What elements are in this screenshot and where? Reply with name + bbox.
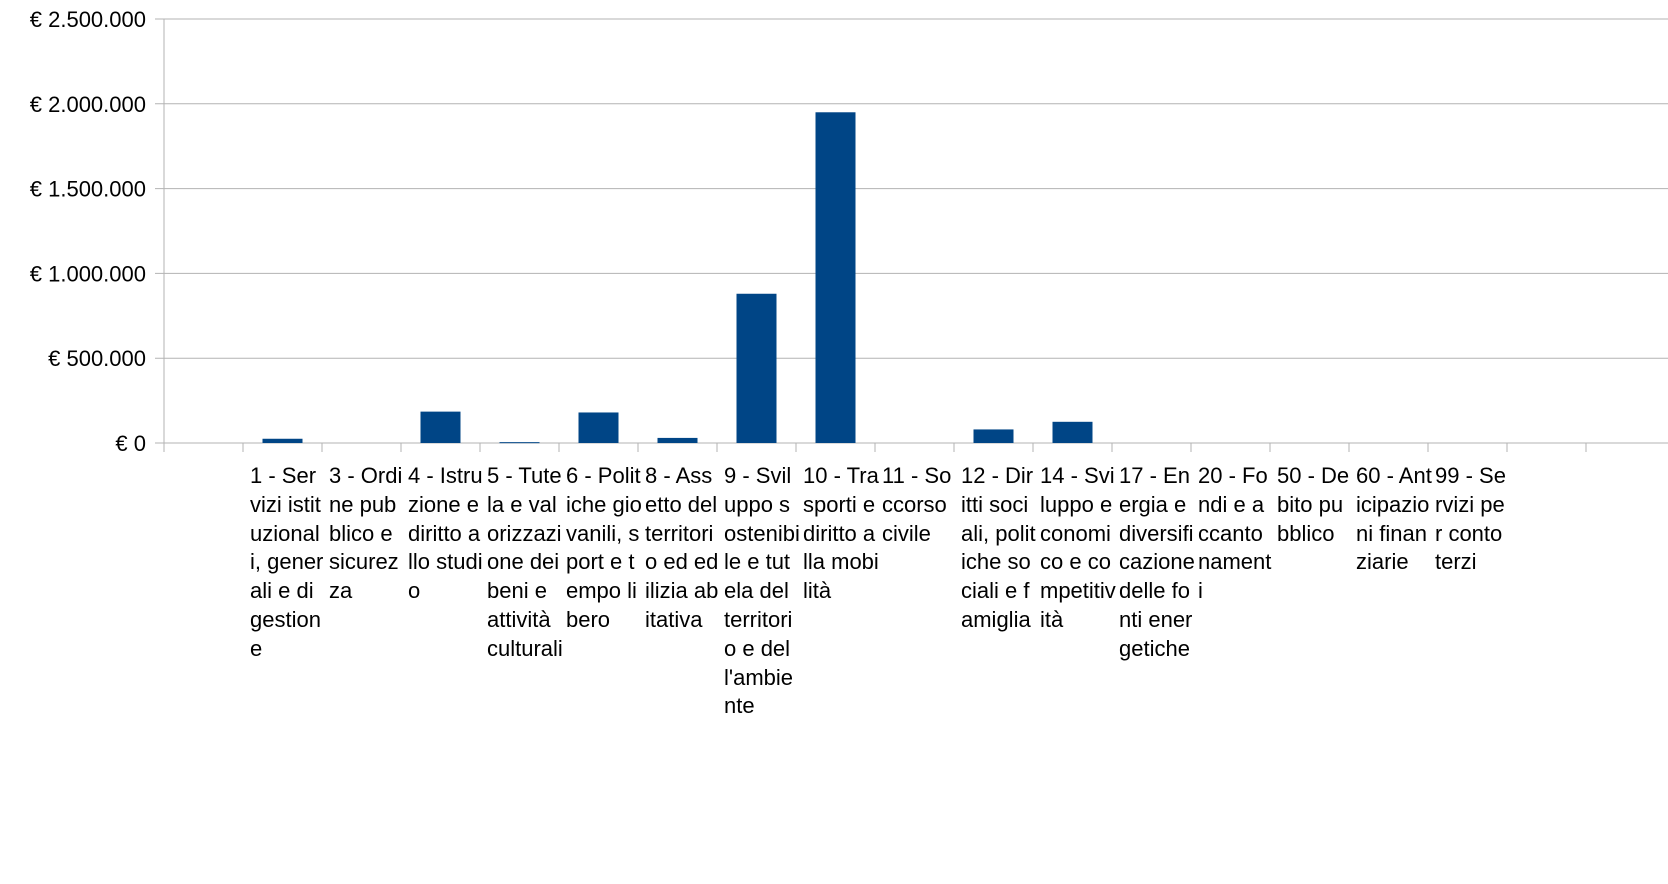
x-tick-label: 1 - Servizi istituzionali, generali e di… — [250, 463, 324, 661]
bar — [420, 411, 461, 443]
axes — [163, 19, 1587, 452]
y-axis-ticks: € 0 € 500.000 € 1.000.000 € 1.500.000 € 2.00… — [30, 7, 146, 456]
x-tick-label: 99 - Servizi per conto terzi — [1435, 463, 1506, 575]
x-tick-label: 12 - Diritti sociali, politiche sociali … — [961, 463, 1036, 632]
y-tick-label: € 1.000.000 — [30, 261, 146, 286]
bar — [736, 293, 777, 443]
y-tick-label: € 2.000.000 — [30, 92, 146, 117]
bar — [1052, 421, 1093, 443]
x-tick-label: 20 - Fondi e accantonamenti — [1198, 463, 1272, 604]
x-tick-label: 14 - Sviluppo economico e competitività — [1040, 463, 1116, 632]
bar — [815, 112, 856, 443]
x-tick-label: 17 - Energia e diversificazione delle fo… — [1119, 463, 1195, 661]
x-tick-label: 5 - Tutela e valorizzazione dei beni e a… — [487, 463, 563, 661]
x-tick-label: 8 - Assetto del territorio ed edilizia a… — [645, 463, 719, 632]
bars — [262, 112, 1093, 444]
x-tick-label: 10 - Trasporti e diritto alla mobilità — [803, 463, 879, 604]
bar — [578, 412, 619, 443]
x-tick-label: 6 - Politiche giovanili, sport e tempo l… — [566, 463, 642, 632]
x-tick-label: 60 - Anticipazioni finanziarie — [1356, 463, 1432, 575]
x-tick-label: 3 - Ordine pubblico e sicurezza — [329, 463, 403, 604]
bar — [262, 438, 303, 443]
x-tick-label: 4 - Istruzione e diritto allo studio — [408, 463, 483, 604]
y-tick-label: € 1.500.000 — [30, 177, 146, 202]
x-tick-label: 50 - Debito pubblico — [1277, 463, 1350, 546]
x-tick-label: 9 - Sviluppo sostenibile e tutela del te… — [724, 463, 800, 719]
y-tick-label: € 2.500.000 — [30, 7, 146, 32]
bar — [657, 437, 698, 443]
bar — [499, 442, 540, 444]
bar — [973, 429, 1014, 443]
y-tick-label: € 500.000 — [48, 346, 146, 371]
x-tick-label: 11 - Soccorso civile — [882, 463, 952, 546]
y-tick-label: € 0 — [115, 431, 146, 456]
grid-lines — [155, 18, 1668, 444]
